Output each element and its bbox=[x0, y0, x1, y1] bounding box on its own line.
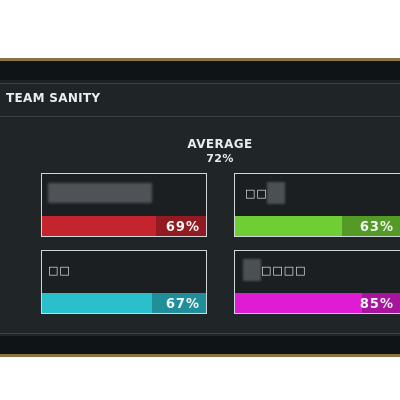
member-name: □□ bbox=[48, 264, 71, 277]
sanity-bar: 63% bbox=[235, 216, 400, 236]
panel-title: TEAM SANITY bbox=[6, 91, 101, 105]
member-name: □□ bbox=[245, 187, 268, 200]
sanity-value: 69% bbox=[165, 220, 200, 235]
member-name: □□□□ bbox=[261, 264, 307, 277]
bottom-divider bbox=[0, 333, 400, 334]
member-card-3: □□ 67% bbox=[41, 250, 207, 314]
sanity-value: 85% bbox=[359, 297, 394, 312]
average-label: AVERAGE bbox=[187, 137, 253, 151]
sanity-value: 67% bbox=[165, 297, 200, 312]
avatar bbox=[267, 182, 285, 204]
member-card-4: □□□□ 85% bbox=[234, 250, 400, 314]
sanity-bar: 69% bbox=[42, 216, 206, 236]
sanity-bar: 67% bbox=[42, 293, 206, 313]
member-card-1: 69% bbox=[41, 173, 207, 237]
avatar bbox=[243, 259, 261, 281]
sanity-value: 63% bbox=[359, 220, 394, 235]
sanity-bar: 85% bbox=[235, 293, 400, 313]
average-value: 72% bbox=[206, 152, 234, 165]
panel-header: TEAM SANITY bbox=[0, 83, 400, 117]
redacted-name bbox=[48, 183, 152, 203]
member-card-2: □□ 63% bbox=[234, 173, 400, 237]
